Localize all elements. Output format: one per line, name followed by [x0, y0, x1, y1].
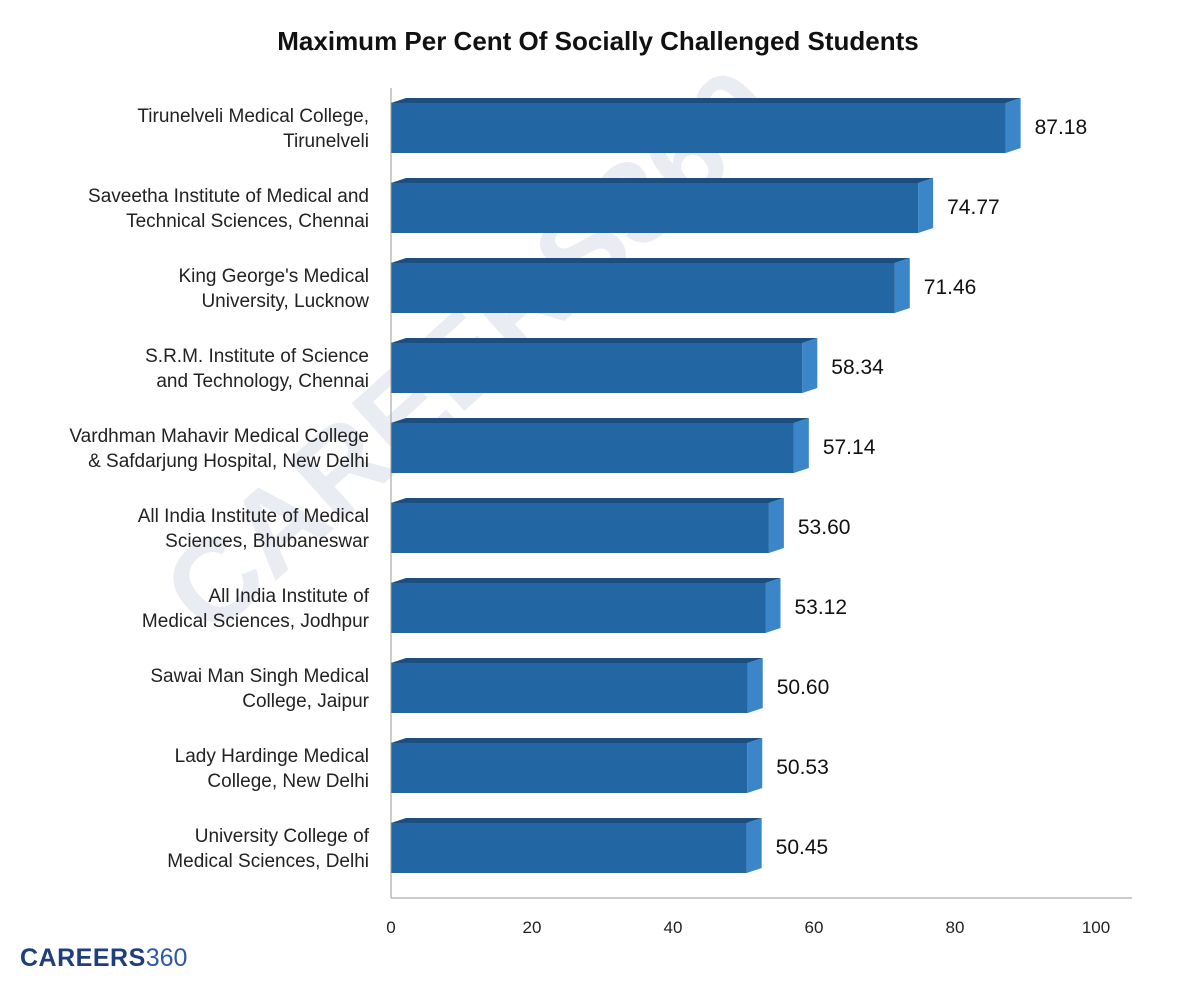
category-label-line: S.R.M. Institute of Science: [145, 346, 369, 367]
logo-text: CAREERS: [20, 944, 146, 972]
category-label-line: College, New Delhi: [207, 771, 369, 792]
category-label: Saveetha Institute of Medical and Technic…: [88, 186, 369, 232]
category-label: Tirunelveli Medical College, Tirunelveli: [137, 106, 369, 152]
bar-side-face: [747, 738, 763, 793]
bar-top-face: [391, 578, 781, 583]
category-label-line: Vardhman Mahavir Medical College: [69, 426, 369, 447]
category-label-line: Medical Sciences, Jodhpur: [142, 611, 370, 632]
category-label-line: Sawai Man Singh Medical: [150, 666, 369, 687]
bar-side-face: [765, 578, 781, 633]
bar: [391, 503, 769, 553]
category-label: University College of Medical Sciences, D…: [167, 826, 369, 872]
category-label-line: King George's Medical: [178, 266, 369, 287]
bar-side-face: [894, 258, 910, 313]
x-tick-label: 60: [805, 918, 824, 937]
bar-side-face: [1005, 98, 1021, 153]
x-tick-label: 80: [946, 918, 965, 937]
category-label-line: and Technology, Chennai: [156, 371, 369, 392]
category-label: All India Institute of Medical Sciences, …: [138, 506, 370, 552]
bar-top-face: [391, 418, 809, 423]
bar-side-face: [746, 818, 762, 873]
category-label: All India Institute of Medical Sciences, …: [142, 586, 370, 632]
bar-group: 50.45 University College of Medical Scienc…: [167, 818, 828, 873]
x-tick-label: 0: [386, 918, 395, 937]
bar-top-face: [391, 178, 934, 183]
bar-top-face: [391, 818, 762, 823]
bar-top-face: [391, 498, 784, 503]
bar: [391, 663, 748, 713]
category-label-line: Medical Sciences, Delhi: [167, 851, 369, 872]
bar: [391, 743, 748, 793]
bar-side-face: [747, 658, 763, 713]
bar-value-label: 50.60: [777, 676, 830, 699]
category-label-line: College, Jaipur: [242, 691, 369, 712]
category-label-line: Sciences, Bhubaneswar: [165, 531, 370, 552]
chart-title: Maximum Per Cent Of Socially Challenged …: [277, 26, 918, 56]
category-label-line: All India Institute of: [208, 586, 369, 607]
category-label: Lady Hardinge Medical College, New Delhi: [175, 746, 369, 792]
category-label-line: Saveetha Institute of Medical and: [88, 186, 369, 207]
category-label: S.R.M. Institute of Science and Technolog…: [145, 346, 369, 392]
bar-value-label: 71.46: [924, 276, 977, 299]
bar-group: 57.14 Vardhman Mahavir Medical College & S…: [69, 418, 876, 473]
careers360-logo: CAREERS360: [20, 944, 187, 973]
category-label-line: University College of: [195, 826, 370, 847]
category-label: King George's Medical University, Lucknow: [178, 266, 369, 312]
category-label-line: Technical Sciences, Chennai: [126, 211, 369, 232]
bar-group: 50.60 Sawai Man Singh Medical College, Jai…: [150, 658, 829, 713]
bar-value-label: 53.12: [794, 596, 847, 619]
category-label-line: Lady Hardinge Medical: [175, 746, 369, 767]
bar: [391, 423, 794, 473]
category-label: Sawai Man Singh Medical College, Jaipur: [150, 666, 369, 712]
bar-side-face: [802, 338, 818, 393]
category-label: Vardhman Mahavir Medical College & Safdar…: [69, 426, 369, 472]
logo-number: 360: [145, 944, 188, 972]
axes: 0 20 40 60 80 100: [386, 88, 1132, 937]
category-label-line: Tirunelveli: [283, 131, 369, 152]
bar: [391, 263, 895, 313]
bar-value-label: 57.14: [823, 436, 876, 459]
bar: [391, 343, 803, 393]
bar-group: 53.60 All India Institute of Medical Scien…: [138, 498, 851, 553]
category-label-line: Tirunelveli Medical College,: [137, 106, 369, 127]
bar-value-label: 50.45: [776, 836, 829, 859]
bar: [391, 823, 747, 873]
category-label-line: & Safdarjung Hospital, New Delhi: [88, 451, 369, 472]
x-tick-label: 20: [523, 918, 542, 937]
x-tick-label: 40: [664, 918, 683, 937]
bar-top-face: [391, 338, 818, 343]
category-label-line: All India Institute of Medical: [138, 506, 369, 527]
x-tick-label: 100: [1082, 918, 1110, 937]
bar-value-label: 50.53: [776, 756, 829, 779]
bar-side-face: [768, 498, 784, 553]
category-label-line: University, Lucknow: [201, 291, 369, 312]
bar-value-label: 87.18: [1035, 116, 1088, 139]
bar-top-face: [391, 98, 1021, 103]
bar-value-label: 58.34: [831, 356, 884, 379]
bar-top-face: [391, 738, 763, 743]
bar-top-face: [391, 258, 910, 263]
bar-side-face: [793, 418, 809, 473]
bar: [391, 103, 1006, 153]
bar-value-label: 53.60: [798, 516, 851, 539]
bar-group: 74.77 Saveetha Institute of Medical and Te…: [88, 178, 1000, 233]
bar-group: 58.34 S.R.M. Institute of Science and Tech…: [145, 338, 884, 393]
bar: [391, 583, 766, 633]
bar-group: 53.12 All India Institute of Medical Scien…: [142, 578, 847, 633]
bar-value-label: 74.77: [947, 196, 1000, 219]
bar-side-face: [918, 178, 934, 233]
bar-top-face: [391, 658, 763, 663]
bar-group: 50.53 Lady Hardinge Medical College, New D…: [175, 738, 829, 793]
bar: [391, 183, 919, 233]
bar-group: 71.46 King George's Medical University, Lu…: [178, 258, 976, 313]
